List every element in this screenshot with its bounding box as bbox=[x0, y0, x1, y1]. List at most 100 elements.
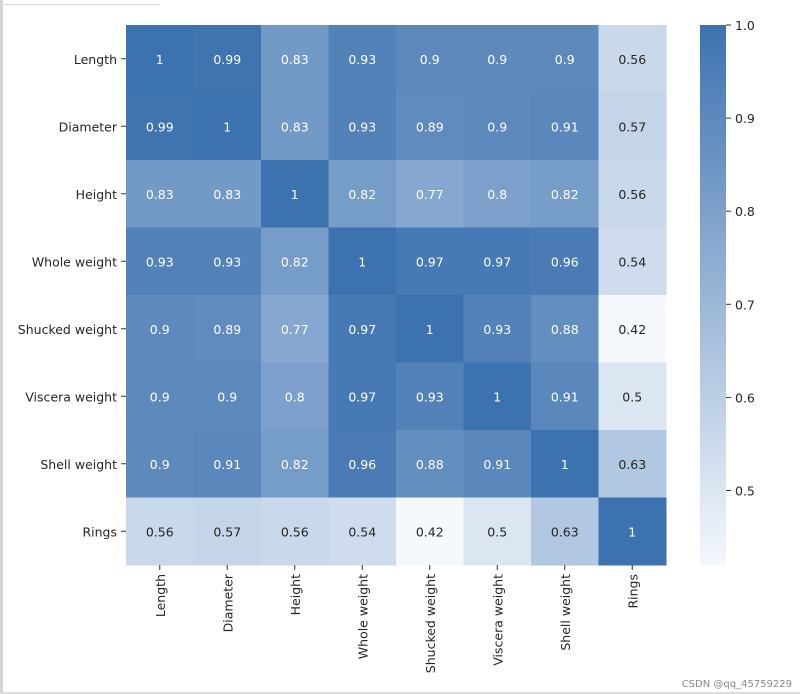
cell-value-label: 0.99 bbox=[146, 119, 174, 134]
cell-value-label: 1 bbox=[426, 322, 434, 337]
cell-value-label: 0.91 bbox=[551, 389, 579, 404]
cell-value-label: 0.93 bbox=[348, 52, 376, 67]
heatmap-cell bbox=[598, 362, 667, 431]
heatmap-cell bbox=[396, 227, 464, 296]
colorbar bbox=[700, 25, 726, 565]
cell-value-label: 0.63 bbox=[618, 457, 646, 472]
heatmap-cell bbox=[328, 227, 397, 296]
cell-value-label: 0.5 bbox=[622, 389, 642, 404]
colorbar-tick-label: 0.5 bbox=[735, 484, 755, 499]
cell-value-label: 0.83 bbox=[281, 52, 309, 67]
y-tick-label-rings: Rings bbox=[82, 524, 117, 539]
cell-value-label: 0.88 bbox=[551, 322, 579, 337]
heatmap-cell bbox=[396, 362, 464, 431]
x-tick-label-shell-weight: Shell weight bbox=[558, 574, 573, 651]
cell-value-label: 0.96 bbox=[348, 457, 376, 472]
heatmap-cell bbox=[261, 362, 329, 431]
cell-value-label: 0.83 bbox=[146, 187, 174, 202]
colorbar-tick-label: 1.0 bbox=[735, 18, 755, 33]
cell-value-label: 1 bbox=[223, 119, 231, 134]
cell-value-label: 0.9 bbox=[150, 457, 170, 472]
cell-value-label: 0.54 bbox=[618, 254, 646, 269]
colorbar-tick-label: 0.6 bbox=[735, 390, 755, 405]
cell-value-label: 0.8 bbox=[285, 389, 305, 404]
cell-value-label: 0.54 bbox=[348, 524, 376, 539]
cell-value-label: 0.82 bbox=[348, 187, 376, 202]
heatmap-cell bbox=[193, 497, 262, 566]
heatmap-cell bbox=[396, 92, 464, 161]
heatmap-cell bbox=[598, 227, 667, 296]
heatmap-cell bbox=[396, 497, 464, 566]
colorbar-tick-label: 0.9 bbox=[735, 111, 755, 126]
heatmap-cell bbox=[261, 160, 329, 228]
y-tick-label-height: Height bbox=[76, 187, 117, 202]
heatmap-cell bbox=[261, 25, 329, 93]
heatmap-cell bbox=[598, 430, 667, 498]
heatmap-cell bbox=[126, 362, 194, 431]
heatmap-cell bbox=[531, 160, 599, 228]
heatmap-cell bbox=[598, 295, 667, 363]
heatmap-cell bbox=[531, 497, 599, 566]
y-tick-label-shell-weight: Shell weight bbox=[40, 457, 117, 472]
heatmap-cell bbox=[531, 295, 599, 363]
heatmap-cell bbox=[463, 160, 532, 228]
cell-value-label: 0.93 bbox=[483, 322, 511, 337]
cell-value-label: 0.91 bbox=[483, 457, 511, 472]
cell-value-label: 0.88 bbox=[416, 457, 444, 472]
x-tick-label-whole-weight: Whole weight bbox=[355, 574, 370, 659]
heatmap-cell bbox=[531, 362, 599, 431]
cell-value-label: 0.9 bbox=[487, 52, 507, 67]
heatmap-cell bbox=[193, 25, 262, 93]
cell-value-label: 0.9 bbox=[217, 389, 237, 404]
cell-value-label: 0.93 bbox=[416, 389, 444, 404]
cell-value-label: 0.57 bbox=[618, 119, 646, 134]
cell-value-label: 0.9 bbox=[150, 322, 170, 337]
heatmap-cell bbox=[261, 295, 329, 363]
cell-value-label: 0.8 bbox=[487, 187, 507, 202]
heatmap-cell bbox=[396, 160, 464, 228]
heatmap-cell bbox=[328, 362, 397, 431]
x-tick-label-rings: Rings bbox=[625, 574, 640, 609]
cell-value-label: 0.5 bbox=[487, 524, 507, 539]
cell-value-label: 0.9 bbox=[487, 119, 507, 134]
heatmap-cell bbox=[328, 92, 397, 161]
cell-value-label: 0.57 bbox=[213, 524, 241, 539]
cell-value-label: 0.97 bbox=[416, 254, 444, 269]
cell-value-label: 1 bbox=[156, 52, 164, 67]
cell-value-label: 0.93 bbox=[146, 254, 174, 269]
heatmap-cell bbox=[598, 25, 667, 93]
cell-value-label: 0.83 bbox=[213, 187, 241, 202]
cell-value-label: 0.56 bbox=[146, 524, 174, 539]
heatmap-cell bbox=[328, 295, 397, 363]
cell-value-label: 0.93 bbox=[213, 254, 241, 269]
cell-value-label: 1 bbox=[291, 187, 299, 202]
heatmap-cell bbox=[126, 25, 194, 93]
cell-value-label: 0.97 bbox=[483, 254, 511, 269]
cell-value-label: 0.97 bbox=[348, 322, 376, 337]
cell-value-label: 1 bbox=[561, 457, 569, 472]
cell-value-label: 0.89 bbox=[416, 119, 444, 134]
y-tick-label-whole-weight: Whole weight bbox=[32, 254, 117, 269]
heatmap-cell bbox=[193, 295, 262, 363]
heatmap-cell bbox=[193, 362, 262, 431]
heatmap-cell bbox=[126, 295, 194, 363]
heatmap-cell bbox=[396, 430, 464, 498]
cell-value-label: 1 bbox=[628, 524, 636, 539]
colorbar-tick-label: 0.7 bbox=[735, 297, 755, 312]
heatmap-cell bbox=[463, 92, 532, 161]
heatmap-cell bbox=[396, 25, 464, 93]
x-tick-label-height: Height bbox=[288, 574, 303, 615]
y-tick-label-viscera-weight: Viscera weight bbox=[25, 389, 117, 404]
cell-value-label: 0.96 bbox=[551, 254, 579, 269]
heatmap-cell bbox=[328, 160, 397, 228]
x-tick-label-diameter: Diameter bbox=[220, 573, 235, 632]
cell-value-label: 0.97 bbox=[348, 389, 376, 404]
cell-value-label: 0.91 bbox=[213, 457, 241, 472]
heatmap-cell bbox=[463, 362, 532, 431]
x-tick-label-shucked-weight: Shucked weight bbox=[423, 574, 438, 673]
y-tick-label-length: Length bbox=[74, 52, 117, 67]
heatmap-cell bbox=[463, 295, 532, 363]
cell-value-label: 1 bbox=[358, 254, 366, 269]
cell-value-label: 0.77 bbox=[416, 187, 444, 202]
heatmap-cell bbox=[261, 92, 329, 161]
